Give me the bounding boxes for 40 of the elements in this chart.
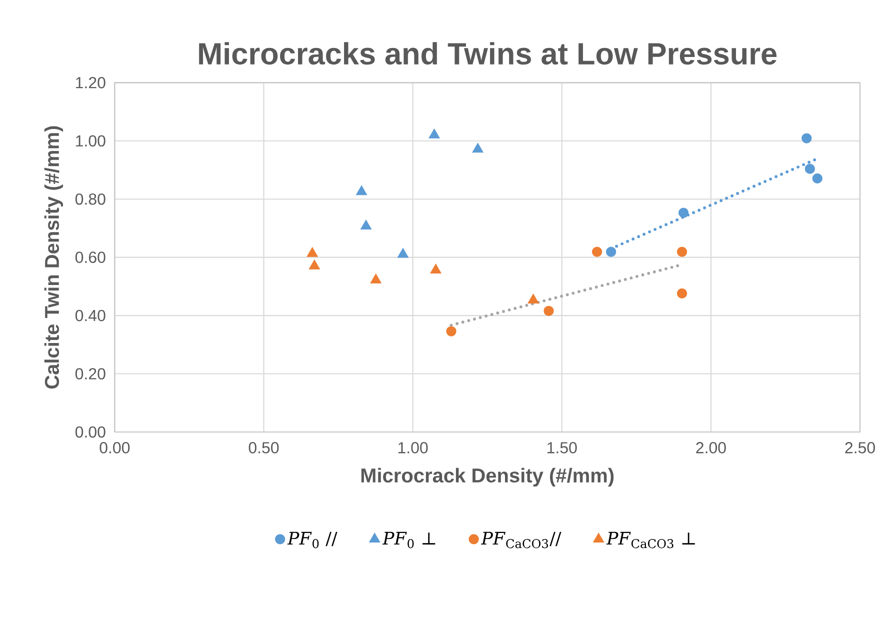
point bbox=[428, 128, 440, 138]
y-tick-label: 1.00 bbox=[76, 135, 106, 147]
legend-label: PF$_{CaCO3}$ ⊥ bbox=[606, 532, 695, 548]
point bbox=[676, 246, 688, 257]
y-tick-label: 0.20 bbox=[75, 368, 106, 380]
point bbox=[446, 326, 456, 336]
point bbox=[804, 164, 815, 174]
y-axis-title: Calcite Twin Density (#/mm) bbox=[44, 126, 63, 389]
point bbox=[360, 220, 372, 230]
x-tick-label: 1.00 bbox=[398, 442, 428, 454]
point bbox=[308, 260, 320, 270]
legend-label: PF$_{0}$ // bbox=[287, 532, 338, 548]
point bbox=[370, 274, 382, 284]
point bbox=[678, 208, 689, 218]
x-tick-label: 1.50 bbox=[548, 442, 577, 454]
chart-title: Microcracks and Twins at Low Pressure bbox=[199, 42, 777, 65]
point bbox=[430, 264, 442, 274]
point bbox=[472, 142, 484, 153]
point bbox=[306, 247, 318, 257]
y-tick-label: 0.60 bbox=[75, 252, 106, 263]
y-tick-label: 0.80 bbox=[75, 193, 106, 205]
x-tick-label: 2.00 bbox=[696, 442, 726, 454]
x-tick-label: 0.00 bbox=[100, 442, 130, 454]
x-axis-title: Microcrack Density (#/mm) bbox=[361, 468, 614, 486]
point bbox=[592, 246, 602, 257]
point bbox=[802, 133, 812, 144]
legend-label: PF$_{CaCO3}$// bbox=[481, 532, 562, 548]
point bbox=[676, 288, 688, 298]
x-tick-label: 2.50 bbox=[845, 442, 875, 454]
y-tick-label: 0.00 bbox=[75, 426, 106, 438]
y-tick-label: 0.40 bbox=[75, 310, 106, 322]
point bbox=[528, 294, 539, 304]
point bbox=[397, 248, 409, 258]
point bbox=[356, 185, 368, 196]
x-tick-label: 0.50 bbox=[248, 442, 279, 454]
point bbox=[544, 306, 554, 316]
point bbox=[606, 246, 616, 257]
y-tick-label: 1.20 bbox=[76, 77, 106, 88]
point bbox=[812, 173, 822, 184]
legend-label: PF$_{0}$ ⊥ bbox=[382, 532, 436, 548]
